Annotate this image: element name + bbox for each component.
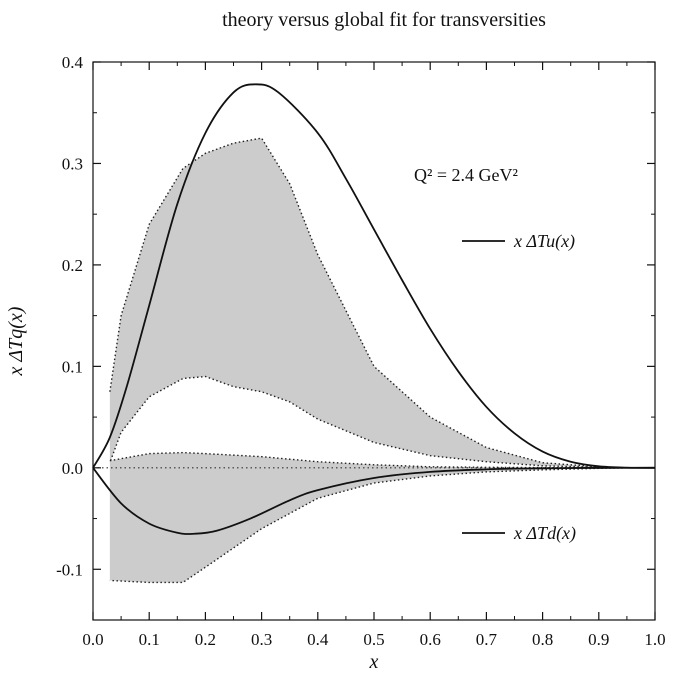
- band-2-lower-edge: [109, 467, 627, 584]
- band-1-lower-edge: [109, 375, 627, 469]
- x-tick-label: 0.9: [588, 630, 609, 649]
- x-tick-label: 0.7: [476, 630, 498, 649]
- band-2-fill: [109, 452, 627, 583]
- legend: x ΔTu(x) x ΔTd(x): [462, 231, 576, 544]
- x-tick-label: 0.5: [363, 630, 384, 649]
- y-axis-label: x ΔTq(x): [5, 306, 27, 376]
- legend-label-1: x ΔTu(x): [513, 231, 575, 252]
- band-1-fill: [109, 138, 627, 468]
- annotation: Q² = 2.4 GeV²: [414, 165, 518, 185]
- series-line-2: [92, 466, 656, 535]
- y-axis: -0.1 0.0 0.1 0.2 0.3 0.4: [56, 53, 655, 621]
- x-tick-label: 0.3: [251, 630, 272, 649]
- y-tick-label: 0.2: [62, 256, 83, 275]
- y-tick-label: 0.1: [62, 357, 83, 376]
- x-tick-label: 0.4: [307, 630, 329, 649]
- x-axis: 0.0 0.1 0.2 0.3 0.4 0.5 0.6 0.7 0.8 0.9 1.0: [82, 62, 666, 649]
- series: [92, 83, 656, 535]
- x-tick-label: 0.0: [82, 630, 103, 649]
- bands: [109, 137, 627, 584]
- x-tick-label: 1.0: [644, 630, 665, 649]
- y-tick-label: -0.1: [56, 560, 83, 579]
- x-tick-label: 0.1: [139, 630, 160, 649]
- band-2-upper-edge: [109, 451, 627, 469]
- x-tick-label: 0.2: [195, 630, 216, 649]
- series-line-1: [92, 83, 656, 469]
- y-tick-label: 0.4: [62, 53, 84, 72]
- x-tick-label: 0.8: [532, 630, 553, 649]
- legend-label-2: x ΔTd(x): [513, 523, 576, 544]
- x-axis-label: x: [369, 651, 379, 673]
- band-1-upper-edge: [109, 137, 627, 469]
- y-tick-label: 0.0: [62, 459, 83, 478]
- x-tick-label: 0.6: [420, 630, 441, 649]
- chart-title: theory versus global fit for transversit…: [222, 9, 546, 31]
- y-tick-label: 0.3: [62, 154, 83, 173]
